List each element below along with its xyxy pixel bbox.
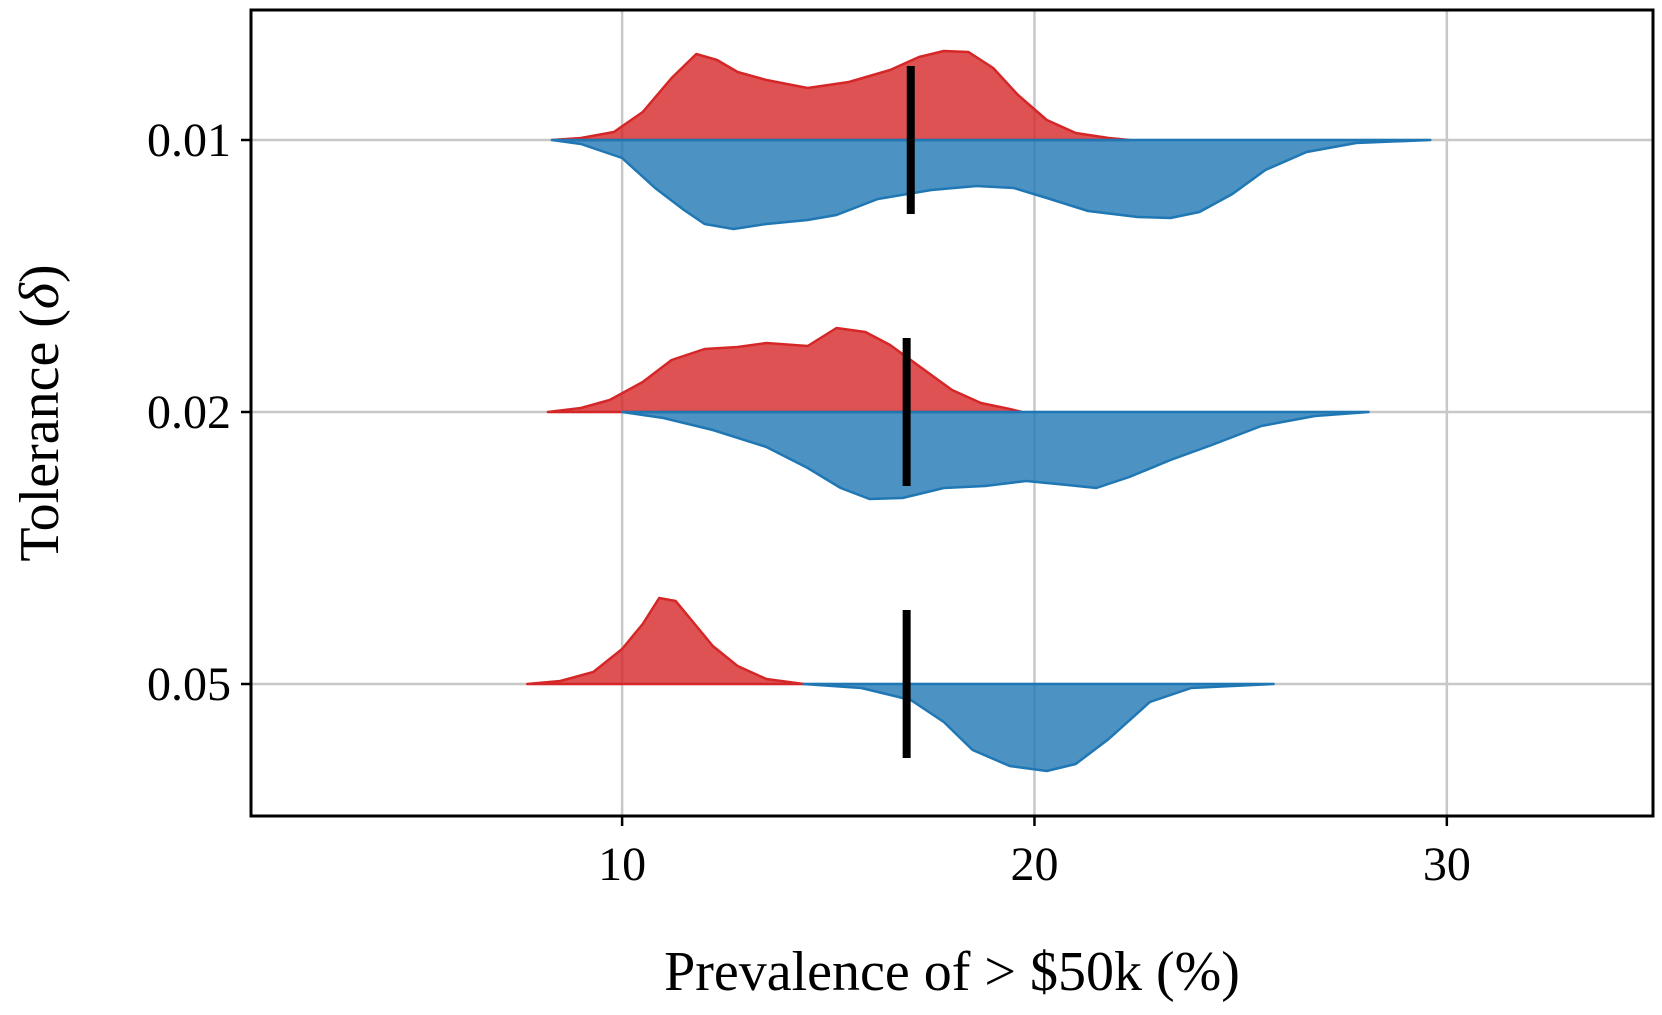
violin-upper-0-01 [552, 51, 1129, 140]
y-axis-title-symbol: δ [9, 282, 71, 309]
x-tick-label-30: 30 [1423, 838, 1471, 891]
x-tick-label-10: 10 [598, 838, 646, 891]
violin-lower-0-02 [622, 412, 1368, 499]
y-axis-title: Tolerance (δ) [9, 264, 71, 561]
y-tick-label-0-02: 0.02 [147, 386, 231, 439]
y-axis-title-text: Tolerance ( [9, 309, 71, 562]
violin-lower-0-01 [552, 140, 1430, 229]
y-axis-title-close: ) [9, 264, 71, 283]
y-tick-label-0-01: 0.01 [147, 114, 231, 167]
violin-series [527, 51, 1430, 771]
axis-ticks: 10 20 30 0.01 0.02 0.05 [147, 114, 1471, 891]
x-axis-title: Prevalence of > $50k (%) [664, 941, 1240, 1003]
violin-chart: 10 20 30 0.01 0.02 0.05 Prevalence of > $50k … [0, 0, 1662, 1015]
violin-upper-0-05 [527, 598, 803, 684]
x-tick-label-20: 20 [1010, 838, 1058, 891]
median-markers [907, 66, 911, 758]
violin-lower-0-05 [804, 684, 1274, 771]
y-tick-label-0-05: 0.05 [147, 658, 231, 711]
violin-upper-0-02 [548, 328, 1022, 412]
